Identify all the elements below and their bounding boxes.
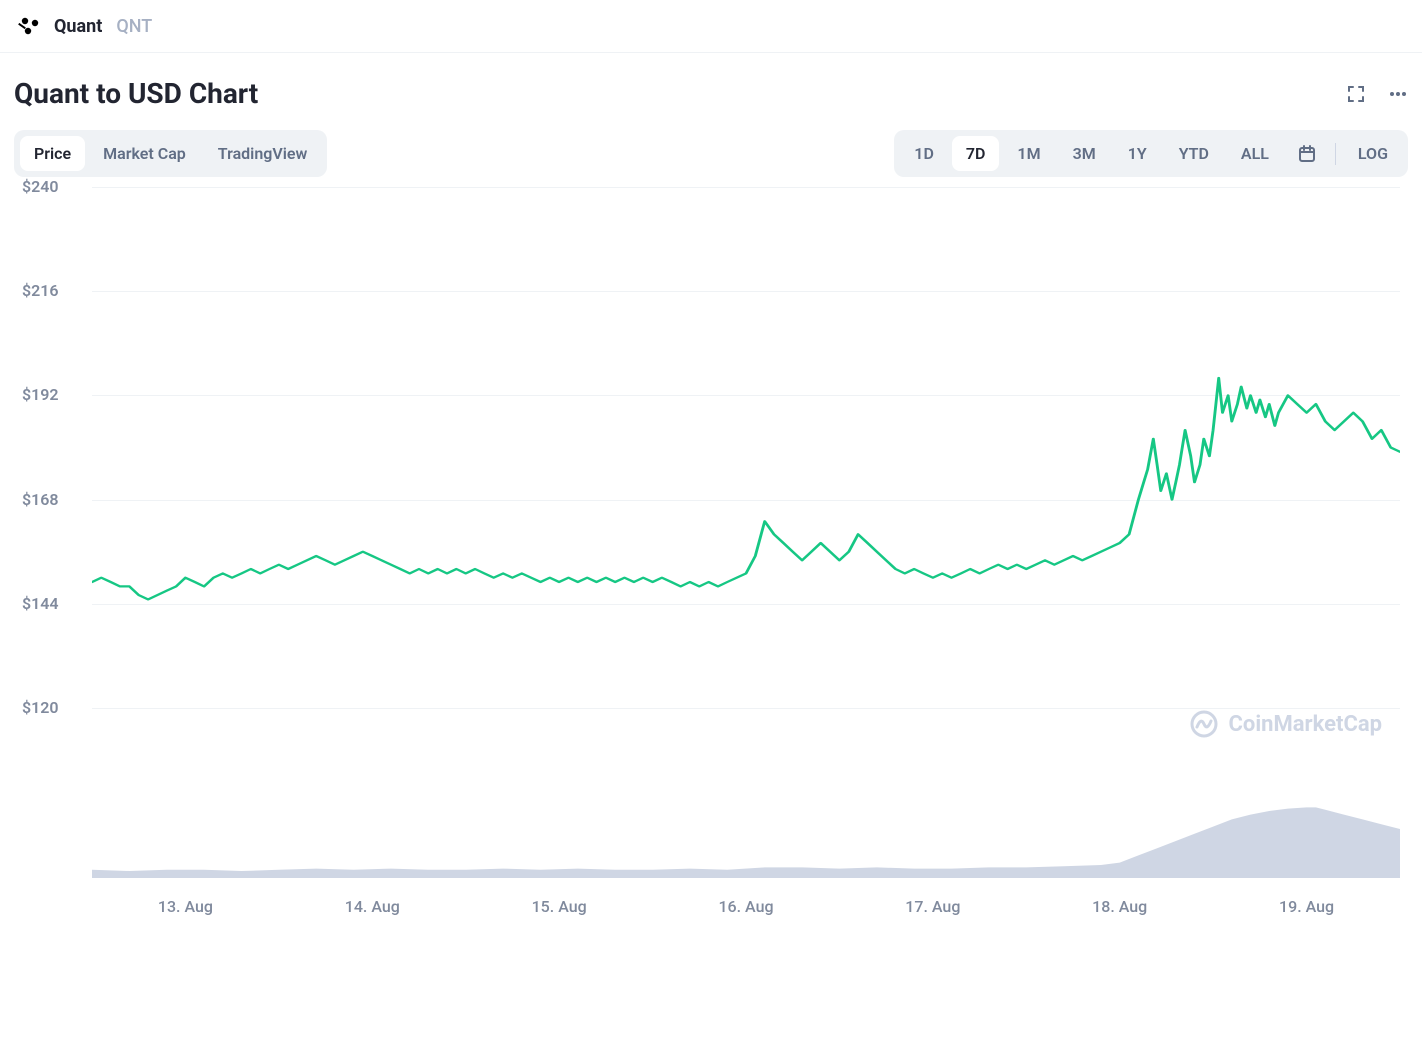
range-tab-1m[interactable]: 1M (1003, 136, 1054, 171)
chart-tab-tradingview[interactable]: TradingView (204, 136, 322, 171)
controls-row: PriceMarket CapTradingView 1D7D1M3M1YYTD… (14, 130, 1408, 177)
y-tick-label: $120 (22, 698, 59, 717)
range-tab-7d[interactable]: 7D (952, 136, 1000, 171)
page-title: Quant to USD Chart (14, 77, 258, 110)
chart-area: $240$216$192$168$144$120 CoinMarketCap 1… (14, 187, 1408, 927)
chart-tab-price[interactable]: Price (20, 136, 85, 171)
watermark-logo-icon (1189, 709, 1219, 739)
x-tick-label: 19. Aug (1279, 897, 1334, 916)
x-tick-label: 16. Aug (718, 897, 773, 916)
title-row: Quant to USD Chart (14, 77, 1408, 110)
volume-baseline (92, 877, 1400, 878)
calendar-icon[interactable] (1287, 138, 1327, 170)
more-icon[interactable] (1388, 84, 1408, 104)
range-tab-1d[interactable]: 1D (900, 136, 948, 171)
range-tab-all[interactable]: ALL (1227, 136, 1283, 171)
x-tick-label: 17. Aug (905, 897, 960, 916)
x-tick-label: 18. Aug (1092, 897, 1147, 916)
y-tick-label: $240 (22, 177, 59, 196)
price-line-chart (92, 187, 1400, 747)
range-tab-ytd[interactable]: YTD (1165, 136, 1223, 171)
volume-area-chart (92, 757, 1400, 877)
title-actions (1346, 84, 1408, 104)
range-tab-1y[interactable]: 1Y (1114, 136, 1161, 171)
log-toggle[interactable]: LOG (1344, 136, 1402, 171)
y-tick-label: $216 (22, 281, 59, 300)
y-tick-label: $168 (22, 490, 59, 509)
coin-symbol: QNT (116, 16, 152, 37)
coin-logo-icon (16, 12, 44, 40)
coin-name: Quant (54, 16, 102, 37)
range-tab-3m[interactable]: 3M (1059, 136, 1110, 171)
header-bar: Quant QNT (0, 0, 1422, 53)
y-tick-label: $144 (22, 594, 59, 613)
x-axis-labels: 13. Aug 14. Aug 15. Aug 16. Aug 17. Aug 18. A… (92, 897, 1400, 927)
fullscreen-icon[interactable] (1346, 84, 1366, 104)
watermark-text: CoinMarketCap (1229, 712, 1382, 737)
watermark: CoinMarketCap (1189, 709, 1382, 739)
x-tick-label: 15. Aug (532, 897, 587, 916)
plot-area: CoinMarketCap (92, 187, 1400, 897)
chart-type-tabs: PriceMarket CapTradingView (14, 130, 327, 177)
x-tick-label: 13. Aug (158, 897, 213, 916)
x-tick-label: 14. Aug (345, 897, 400, 916)
time-range-tabs: 1D7D1M3M1YYTDALL LOG (894, 130, 1408, 177)
chart-tab-market-cap[interactable]: Market Cap (89, 136, 200, 171)
y-tick-label: $192 (22, 385, 59, 404)
main-content: Quant to USD Chart PriceMarket CapTradin… (0, 53, 1422, 935)
